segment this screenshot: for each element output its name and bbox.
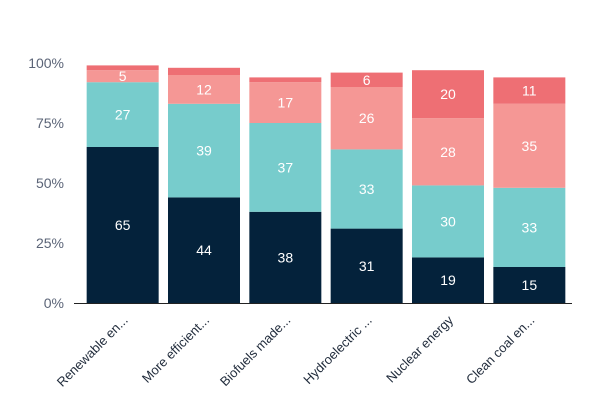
data-label: 17 (278, 95, 294, 111)
bar-segment (412, 118, 484, 186)
bars-layer (86, 65, 566, 303)
bar-segment (86, 65, 159, 71)
data-label: 37 (278, 159, 294, 175)
bar-segment (86, 147, 159, 303)
data-label: 27 (115, 107, 131, 123)
data-label: 31 (359, 258, 375, 274)
bar-segment (493, 77, 566, 104)
bar-segment (86, 70, 159, 83)
x-axis: Renewable en... More efficient... Biofuels… (54, 312, 538, 389)
x-tick-label: Clean coal en... (463, 313, 537, 387)
y-tick-label: 50% (36, 175, 64, 191)
data-label: 33 (522, 219, 538, 235)
data-label: 11 (522, 83, 537, 99)
bar-segment (249, 77, 322, 83)
bar-segment (249, 123, 322, 212)
bar-segment (330, 228, 403, 303)
data-label: 35 (522, 138, 538, 154)
data-label: 28 (440, 144, 456, 160)
data-label: 65 (115, 217, 131, 233)
data-label: 20 (440, 86, 456, 102)
bar-segment (412, 257, 484, 303)
x-tick-label: Nuclear energy (383, 312, 456, 385)
x-tick-label: Renewable en... (54, 313, 131, 390)
bar-segment (168, 75, 240, 104)
bar-segment (412, 70, 484, 119)
y-tick-label: 0% (44, 295, 64, 311)
bar-segment (330, 149, 403, 229)
x-tick-label: Biofuels made... (217, 313, 294, 390)
y-axis: 0% 25% 50% 75% 100% (28, 55, 64, 311)
bar-segment (86, 82, 159, 147)
data-label: 15 (522, 277, 538, 293)
data-label: 44 (196, 242, 212, 258)
data-label: 5 (119, 68, 127, 84)
bar-segment (493, 103, 566, 188)
bar-segment (168, 103, 240, 198)
bar-segment (168, 197, 240, 303)
y-tick-label: 25% (36, 235, 64, 251)
bar-segment (249, 82, 322, 123)
data-label: 33 (359, 181, 375, 197)
data-label: 30 (440, 213, 456, 229)
bar-segment (330, 87, 403, 150)
data-label: 12 (196, 81, 212, 97)
data-label: 19 (440, 272, 456, 288)
data-label: 39 (196, 143, 212, 159)
bar-segment (412, 185, 484, 258)
data-label: 26 (359, 110, 375, 126)
x-tick-label: More efficient... (139, 313, 212, 386)
bar-segment (330, 72, 403, 87)
y-tick-label: 100% (28, 55, 64, 71)
data-label: 38 (278, 249, 294, 265)
bar-segment (493, 187, 566, 267)
x-tick-label: Hydroelectric ... (300, 313, 374, 387)
bar-segment (168, 67, 240, 75)
bar-segment (493, 267, 566, 303)
y-tick-label: 75% (36, 115, 64, 131)
bar-segment (249, 211, 322, 303)
data-label: 6 (363, 72, 371, 88)
value-labels-layer: 65 27 5 44 39 12 38 37 17 31 33 26 6 19 30 28 20 15 33 35 11 (115, 68, 537, 293)
